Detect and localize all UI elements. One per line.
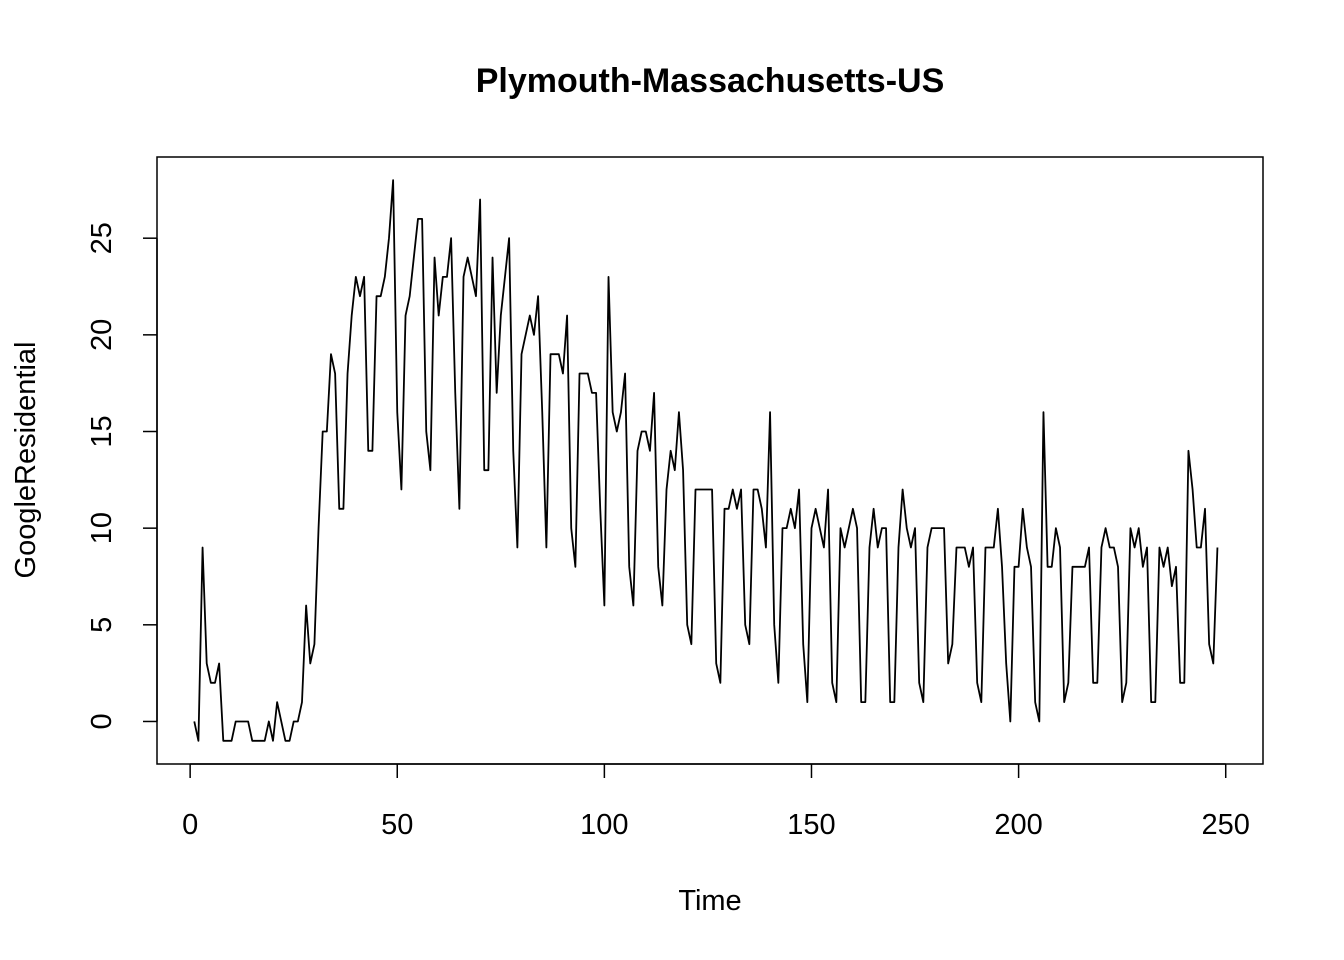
y-axis: 0 5 10 15 20 25 [86,222,158,730]
x-axis: 0 50 100 150 200 250 [182,763,1250,841]
x-tick-label: 150 [787,809,835,841]
x-tick-label: 200 [994,809,1042,841]
x-tick-label: 50 [381,809,413,841]
y-tick-label: 0 [86,713,118,729]
y-axis-label: GoogleResidential [10,342,42,579]
x-tick-label: 0 [182,809,198,841]
y-tick-label: 25 [86,222,118,254]
chart-title: Plymouth-Massachusetts-US [476,62,945,100]
x-tick-label: 250 [1202,809,1250,841]
x-tick-label: 100 [580,809,628,841]
y-tick-label: 15 [86,415,118,447]
y-tick-label: 20 [86,319,118,351]
x-axis-label: Time [678,885,741,917]
y-tick-label: 5 [86,617,118,633]
series-line [193,179,1219,742]
y-tick-label: 10 [86,512,118,544]
